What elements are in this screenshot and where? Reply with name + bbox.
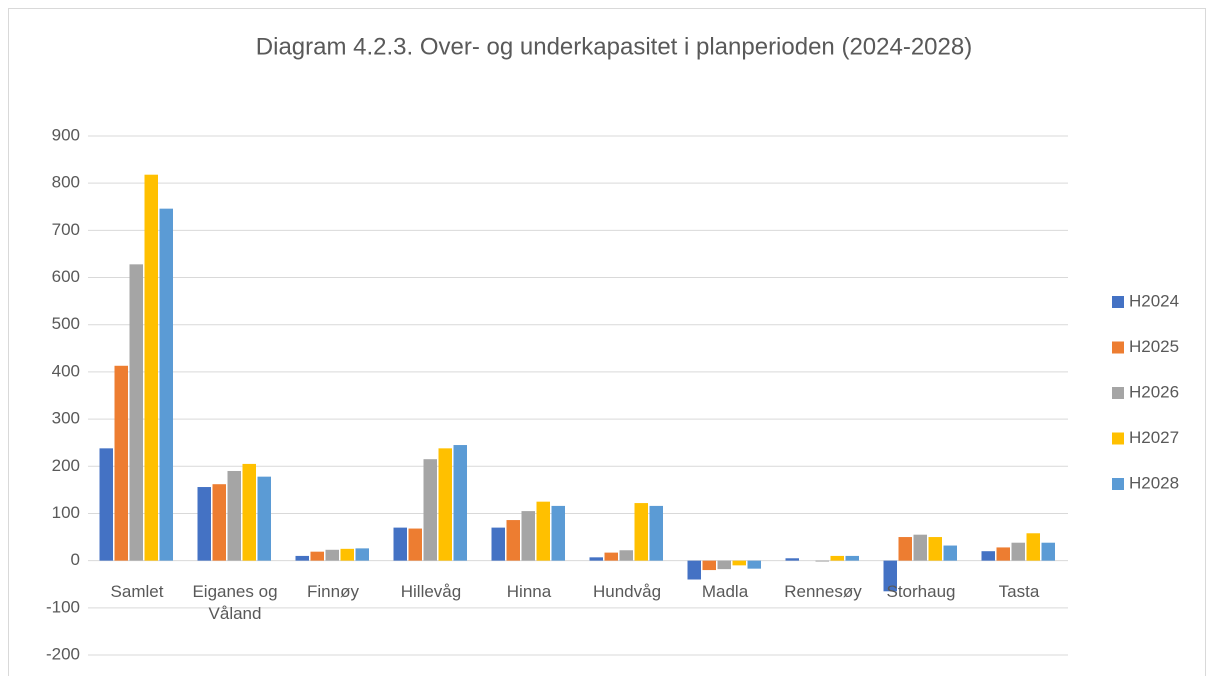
bar <box>1026 533 1040 561</box>
legend-label: H2024 <box>1129 291 1179 310</box>
bar <box>393 527 407 561</box>
y-tick-label: 200 <box>52 456 80 475</box>
legend-label: H2025 <box>1129 337 1179 356</box>
x-tick-label: Madla <box>701 581 749 601</box>
x-tick-label: Tasta <box>998 581 1040 601</box>
bar <box>99 448 113 561</box>
y-tick-label: 100 <box>52 503 80 522</box>
x-tick-label: Finnøy <box>307 581 359 601</box>
legend-swatch <box>1112 432 1124 445</box>
y-tick-label: -100 <box>46 597 80 616</box>
x-tick-label: Samlet <box>110 581 164 601</box>
bar <box>898 537 912 561</box>
bar <box>913 534 927 561</box>
x-tick-label: Hillevåg <box>400 581 462 601</box>
bar <box>521 511 535 561</box>
bar <box>227 470 241 561</box>
x-tick-label: Storhaug <box>886 581 956 601</box>
bar <box>242 463 256 561</box>
bar <box>295 555 309 561</box>
bar <box>687 560 701 580</box>
bar <box>114 365 128 561</box>
x-tick-label: Hinna <box>506 581 552 601</box>
bar <box>506 520 520 561</box>
bar <box>536 501 550 561</box>
x-tick-label: Hundvåg <box>592 581 662 601</box>
legend-swatch <box>1112 478 1124 490</box>
bar <box>649 505 663 561</box>
bar <box>830 555 844 561</box>
bar <box>928 537 942 561</box>
bar <box>129 264 143 561</box>
y-tick-label: 0 <box>71 550 80 569</box>
bar <box>551 505 565 561</box>
bar <box>438 448 452 561</box>
legend-swatch <box>1112 387 1124 399</box>
bar <box>981 551 995 561</box>
bar <box>212 484 226 561</box>
bar <box>815 560 829 562</box>
bar <box>453 445 467 561</box>
bar <box>325 549 339 561</box>
bar <box>747 560 761 569</box>
bar <box>310 551 324 561</box>
bar <box>1011 542 1025 561</box>
bar <box>589 557 603 561</box>
legend-label: H2026 <box>1129 382 1179 401</box>
y-tick-label: 600 <box>52 267 80 286</box>
bar <box>883 560 897 592</box>
bar <box>355 548 369 561</box>
chart-title: Diagram 4.2.3. Over- og underkapasitet i… <box>256 33 972 60</box>
bar <box>423 459 437 561</box>
bar <box>732 560 746 566</box>
y-tick-label: 500 <box>52 314 80 333</box>
bar <box>1041 542 1055 561</box>
bar <box>604 552 618 561</box>
bar <box>717 560 731 570</box>
y-tick-label: 900 <box>52 125 80 144</box>
bar <box>491 527 505 561</box>
legend-swatch <box>1112 341 1124 354</box>
y-tick-label: 300 <box>52 409 80 428</box>
y-tick-label: 800 <box>52 173 80 192</box>
bar <box>634 503 648 561</box>
bar <box>197 487 211 561</box>
y-tick-label: 700 <box>52 220 80 239</box>
bar <box>996 547 1010 561</box>
x-tick-label: Rennesøy <box>784 581 862 601</box>
legend-label: H2027 <box>1129 428 1179 447</box>
legend-swatch <box>1112 296 1124 308</box>
bar <box>785 558 799 561</box>
y-tick-label: -200 <box>46 644 80 663</box>
bar <box>943 545 957 561</box>
bar <box>159 208 173 561</box>
bar <box>257 476 271 561</box>
bar <box>702 560 716 571</box>
chart-border <box>8 8 1206 676</box>
legend-label: H2028 <box>1129 473 1179 492</box>
bar <box>845 555 859 561</box>
bar <box>619 550 633 561</box>
bar <box>408 528 422 561</box>
x-tick-label: Eiganes og Våland <box>192 581 278 623</box>
y-tick-label: 400 <box>52 361 80 380</box>
bar <box>340 548 354 561</box>
bar <box>144 174 158 561</box>
